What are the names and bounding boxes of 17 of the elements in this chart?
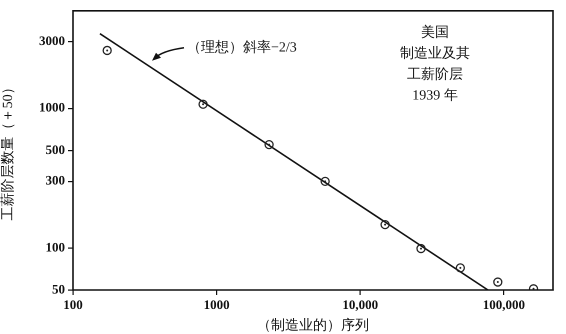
y-tick-label: 100: [46, 239, 65, 254]
annotation: （理想）斜率−2/3: [187, 39, 297, 56]
x-tick-label: 100: [63, 297, 83, 312]
y-tick-label: 300: [46, 172, 65, 188]
y-tick-label: 50: [52, 281, 65, 296]
x-axis-title: （制造业的）序列: [257, 317, 369, 334]
annotation: 工薪阶层: [407, 66, 463, 82]
annotation: 1939 年: [412, 87, 458, 104]
y-axis-title: 工薪阶层数量（＋50）: [0, 80, 16, 220]
annotation: 美国: [421, 24, 449, 40]
annotation: 制造业及其: [400, 45, 470, 62]
y-tick-label: 3000: [39, 33, 65, 48]
y-tick-label: 1000: [39, 100, 65, 115]
x-tick-label: 10,000: [342, 297, 378, 312]
x-tick-label: 1000: [204, 297, 230, 312]
x-tick-label: 100,000: [482, 297, 525, 312]
y-tick-label: 500: [46, 142, 65, 157]
